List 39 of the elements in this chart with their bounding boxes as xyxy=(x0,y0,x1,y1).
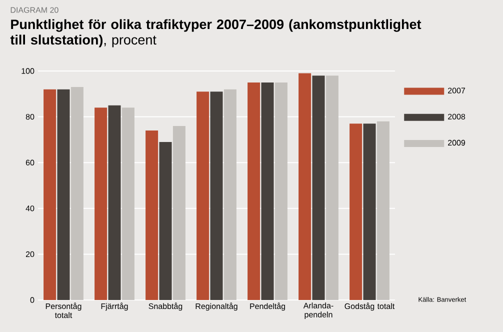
bar xyxy=(108,105,121,300)
bar xyxy=(44,89,56,300)
bar xyxy=(196,92,210,300)
bar xyxy=(210,92,223,300)
x-tick-label: Fjärrtåg xyxy=(101,302,128,311)
x-tick-label: Arlanda-pendeln xyxy=(303,302,334,319)
bar xyxy=(298,73,312,300)
bar xyxy=(312,76,325,300)
bar xyxy=(159,142,172,300)
bar xyxy=(261,82,274,300)
y-tick-label: 100 xyxy=(22,68,34,74)
bar xyxy=(326,76,338,300)
y-tick-label: 40 xyxy=(26,206,34,212)
bar xyxy=(224,89,236,300)
x-tick-label: Pendeltåg xyxy=(250,302,285,311)
bar xyxy=(94,108,108,300)
bar xyxy=(274,82,288,300)
legend-label: 2008 xyxy=(448,114,466,120)
bar xyxy=(146,130,158,300)
y-tick-label: 60 xyxy=(26,160,34,166)
bar xyxy=(57,89,70,300)
bar xyxy=(248,82,260,300)
bar xyxy=(350,124,362,300)
y-tick-label: 80 xyxy=(26,114,34,120)
chart-title: Punktlighet för olika trafiktyper 2007–2009 (ankomstpunktlighet till slutstation), procent xyxy=(10,19,422,48)
x-tick-label: Godståg totalt xyxy=(344,302,395,311)
bar xyxy=(376,121,390,300)
x-tick-label: Regionaltåg xyxy=(196,302,238,311)
legend-label: 2009 xyxy=(448,140,466,146)
chart-subtitle: DIAGRAM 20 xyxy=(10,7,58,13)
x-tick-label: Snabbtåg xyxy=(148,302,182,311)
bar xyxy=(363,124,376,300)
bar xyxy=(70,87,84,300)
y-tick-label: 0 xyxy=(30,297,34,303)
x-tick-label: Persontåg totalt xyxy=(46,302,82,318)
legend-label: 2007 xyxy=(448,88,466,94)
y-tick-label: 20 xyxy=(26,251,34,258)
bar xyxy=(172,126,186,300)
bar xyxy=(122,108,134,300)
